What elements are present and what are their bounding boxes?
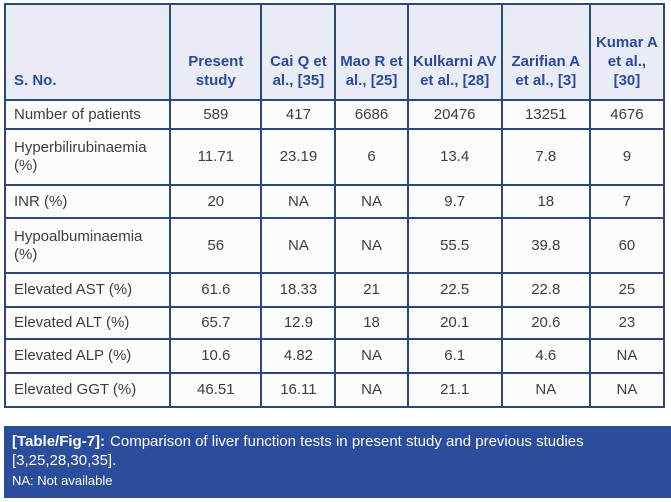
cell-value: 10.6 [169, 338, 263, 374]
cell-value: 61.6 [169, 272, 263, 308]
cell-value: 55.5 [406, 217, 503, 274]
row-label: Elevated ALP (%) [3, 338, 172, 374]
header-cell-cai-q: Cai Q et al., [35] [260, 3, 337, 101]
cell-value: 6.1 [406, 338, 503, 374]
table-row: Elevated AST (%) 61.6 18.33 21 22.5 22.8… [3, 272, 666, 308]
cell-value: 25 [588, 272, 666, 308]
table-row: Elevated ALT (%) 65.7 12.9 18 20.1 20.6 … [3, 306, 666, 340]
row-label: Hyperbilirubinaemia (%) [3, 128, 172, 186]
cell-value: 20476 [406, 99, 503, 130]
table-row: Elevated ALP (%) 10.6 4.82 NA 6.1 4.6 NA [3, 338, 666, 374]
caption-tag: [Table/Fig-7]: [12, 433, 106, 450]
caption-text: Comparison of liver function tests in pr… [12, 433, 584, 469]
table-caption: [Table/Fig-7]: Comparison of liver functi… [12, 432, 661, 470]
cell-value: 13.4 [406, 128, 503, 186]
cell-value: 16.11 [260, 372, 337, 408]
table-row: INR (%) 20 NA NA 9.7 18 7 [3, 184, 666, 219]
caption-bar: [Table/Fig-7]: Comparison of liver functi… [4, 426, 671, 498]
cell-value: NA [334, 184, 409, 219]
cell-value: NA [334, 338, 409, 374]
cell-value: 12.9 [260, 306, 337, 340]
cell-value: 23 [588, 306, 666, 340]
cell-value: 23.19 [260, 128, 337, 186]
cell-value: 7.8 [500, 128, 591, 186]
header-cell-sno: S. No. [3, 3, 172, 101]
cell-value: 18.33 [260, 272, 337, 308]
cell-value: 6686 [334, 99, 409, 130]
header-cell-kulkarni: Kulkarni AV et al., [28] [406, 3, 503, 101]
cell-value: NA [500, 372, 591, 408]
header-cell-kumar: Kumar A et al., [30] [588, 3, 666, 101]
header-cell-mao-r: Mao R et al., [25] [334, 3, 409, 101]
cell-value: 13251 [500, 99, 591, 130]
cell-value: 22.5 [406, 272, 503, 308]
comparison-table: S. No. Present study Cai Q et al., [35] … [3, 3, 666, 408]
cell-value: 39.8 [500, 217, 591, 274]
cell-value: NA [260, 184, 337, 219]
cell-value: 60 [588, 217, 666, 274]
cell-value: 6 [334, 128, 409, 186]
cell-value: 18 [334, 306, 409, 340]
cell-value: 4.6 [500, 338, 591, 374]
cell-value: 9.7 [406, 184, 503, 219]
cell-value: 46.51 [169, 372, 263, 408]
row-label: Elevated AST (%) [3, 272, 172, 308]
cell-value: NA [588, 372, 666, 408]
cell-value: 65.7 [169, 306, 263, 340]
cell-value: 20 [169, 184, 263, 219]
cell-value: 20.6 [500, 306, 591, 340]
header-cell-present-study: Present study [169, 3, 263, 101]
row-label: INR (%) [3, 184, 172, 219]
caption-note: NA: Not available [12, 473, 113, 488]
cell-value: 589 [169, 99, 263, 130]
cell-value: 417 [260, 99, 337, 130]
cell-value: 18 [500, 184, 591, 219]
row-label: Elevated ALT (%) [3, 306, 172, 340]
table-row: Number of patients 589 417 6686 20476 13… [3, 99, 666, 130]
cell-value: 11.71 [169, 128, 263, 186]
row-label: Elevated GGT (%) [3, 372, 172, 408]
cell-value: 9 [588, 128, 666, 186]
cell-value: 4676 [588, 99, 666, 130]
header-cell-zarifian: Zarifian A et al., [3] [500, 3, 591, 101]
table-row: Hyperbilirubinaemia (%) 11.71 23.19 6 13… [3, 128, 666, 186]
cell-value: 56 [169, 217, 263, 274]
cell-value: 22.8 [500, 272, 591, 308]
cell-value: 21 [334, 272, 409, 308]
row-label: Number of patients [3, 99, 172, 130]
table-row: Hypoalbuminaemia (%) 56 NA NA 55.5 39.8 … [3, 217, 666, 274]
cell-value: NA [334, 372, 409, 408]
table-row: Elevated GGT (%) 46.51 16.11 NA 21.1 NA … [3, 372, 666, 408]
table-header-row: S. No. Present study Cai Q et al., [35] … [3, 3, 666, 101]
cell-value: 4.82 [260, 338, 337, 374]
cell-value: 7 [588, 184, 666, 219]
cell-value: NA [334, 217, 409, 274]
cell-value: 21.1 [406, 372, 503, 408]
cell-value: 20.1 [406, 306, 503, 340]
cell-value: NA [260, 217, 337, 274]
cell-value: NA [588, 338, 666, 374]
row-label: Hypoalbuminaemia (%) [3, 217, 172, 274]
